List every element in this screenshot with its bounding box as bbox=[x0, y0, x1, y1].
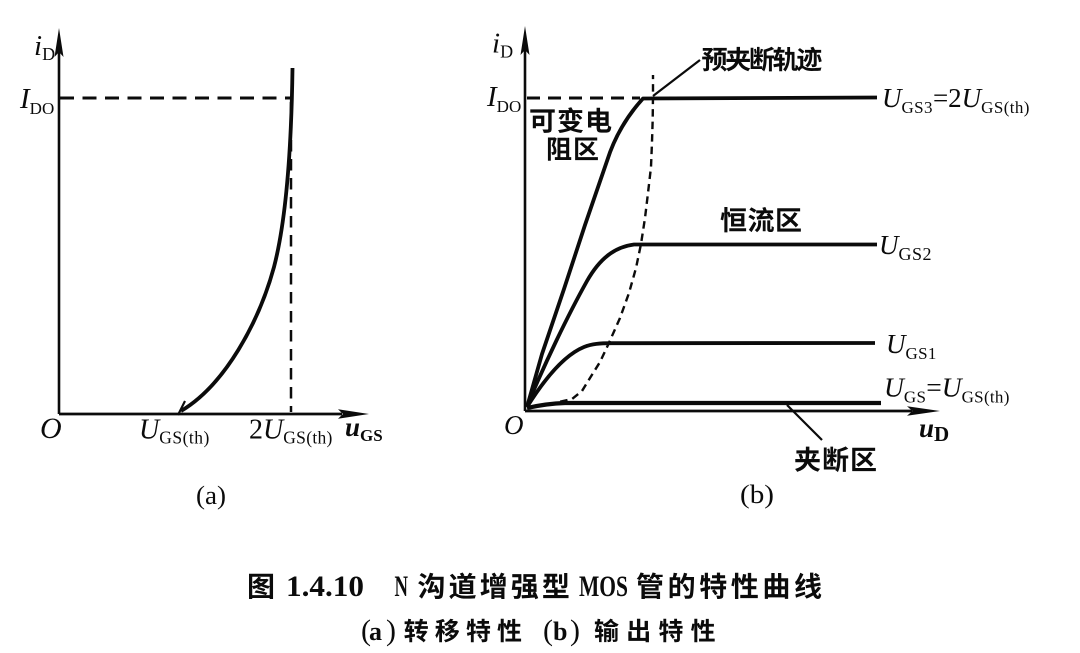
svg-text:(a): (a) bbox=[196, 481, 226, 510]
svg-text:a: a bbox=[369, 617, 382, 646]
svg-text:O: O bbox=[504, 410, 524, 440]
svg-text:): ) bbox=[570, 614, 580, 647]
svg-text:): ) bbox=[386, 614, 396, 647]
svg-text:(b): (b) bbox=[740, 480, 774, 509]
svg-text:b: b bbox=[553, 617, 567, 646]
svg-text:(: ( bbox=[361, 614, 371, 647]
svg-text:(: ( bbox=[543, 614, 553, 647]
svg-text:1.4.10: 1.4.10 bbox=[286, 570, 364, 603]
svg-text:O: O bbox=[40, 412, 62, 445]
svg-text:MOS: MOS bbox=[579, 570, 628, 603]
svg-text:N: N bbox=[395, 570, 409, 603]
